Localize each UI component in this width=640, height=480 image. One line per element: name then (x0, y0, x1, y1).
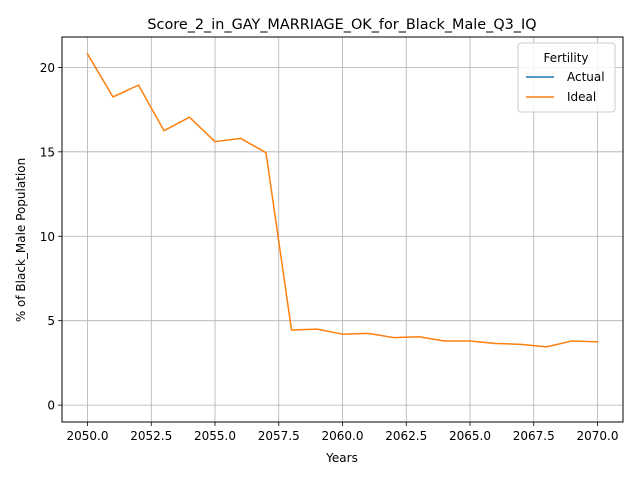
x-tick-label: 2060.0 (322, 429, 364, 443)
series-lines (86, 52, 599, 348)
y-tick-label: 0 (47, 399, 55, 413)
legend-label-ideal: Ideal (567, 90, 596, 104)
x-tick-label: 2057.5 (258, 429, 300, 443)
x-tick-label: 2067.5 (513, 429, 555, 443)
x-tick-label: 2050.0 (67, 429, 109, 443)
y-axis-label: % of Black_Male Population (14, 158, 28, 322)
legend-box (517, 42, 616, 113)
legend-label-actual: Actual (567, 70, 605, 84)
y-tick-label: 5 (47, 314, 55, 328)
x-tick-label: 2070.0 (577, 429, 619, 443)
legend-entries: Actual Ideal (526, 70, 605, 104)
x-axis-label: Years (325, 451, 358, 465)
y-tick-label: 20 (40, 61, 55, 75)
chart-title: Score_2_in_GAY_MARRIAGE_OK_for_Black_Mal… (147, 17, 536, 33)
x-tick-label: 2062.5 (385, 429, 427, 443)
legend: Fertility Actual Ideal (517, 42, 616, 113)
legend-title: Fertility (543, 51, 588, 65)
series-line-ideal (86, 52, 599, 348)
x-axis: 2050.0 2052.5 2055.0 2057.5 2060.0 2062.5 2065… (67, 422, 619, 443)
y-axis: 0 5 10 15 20 (40, 61, 62, 413)
x-tick-label: 2052.5 (130, 429, 172, 443)
y-tick-label: 15 (40, 145, 55, 159)
y-tick-label: 10 (40, 230, 55, 244)
x-tick-label: 2055.0 (194, 429, 236, 443)
x-tick-label: 2065.0 (449, 429, 491, 443)
